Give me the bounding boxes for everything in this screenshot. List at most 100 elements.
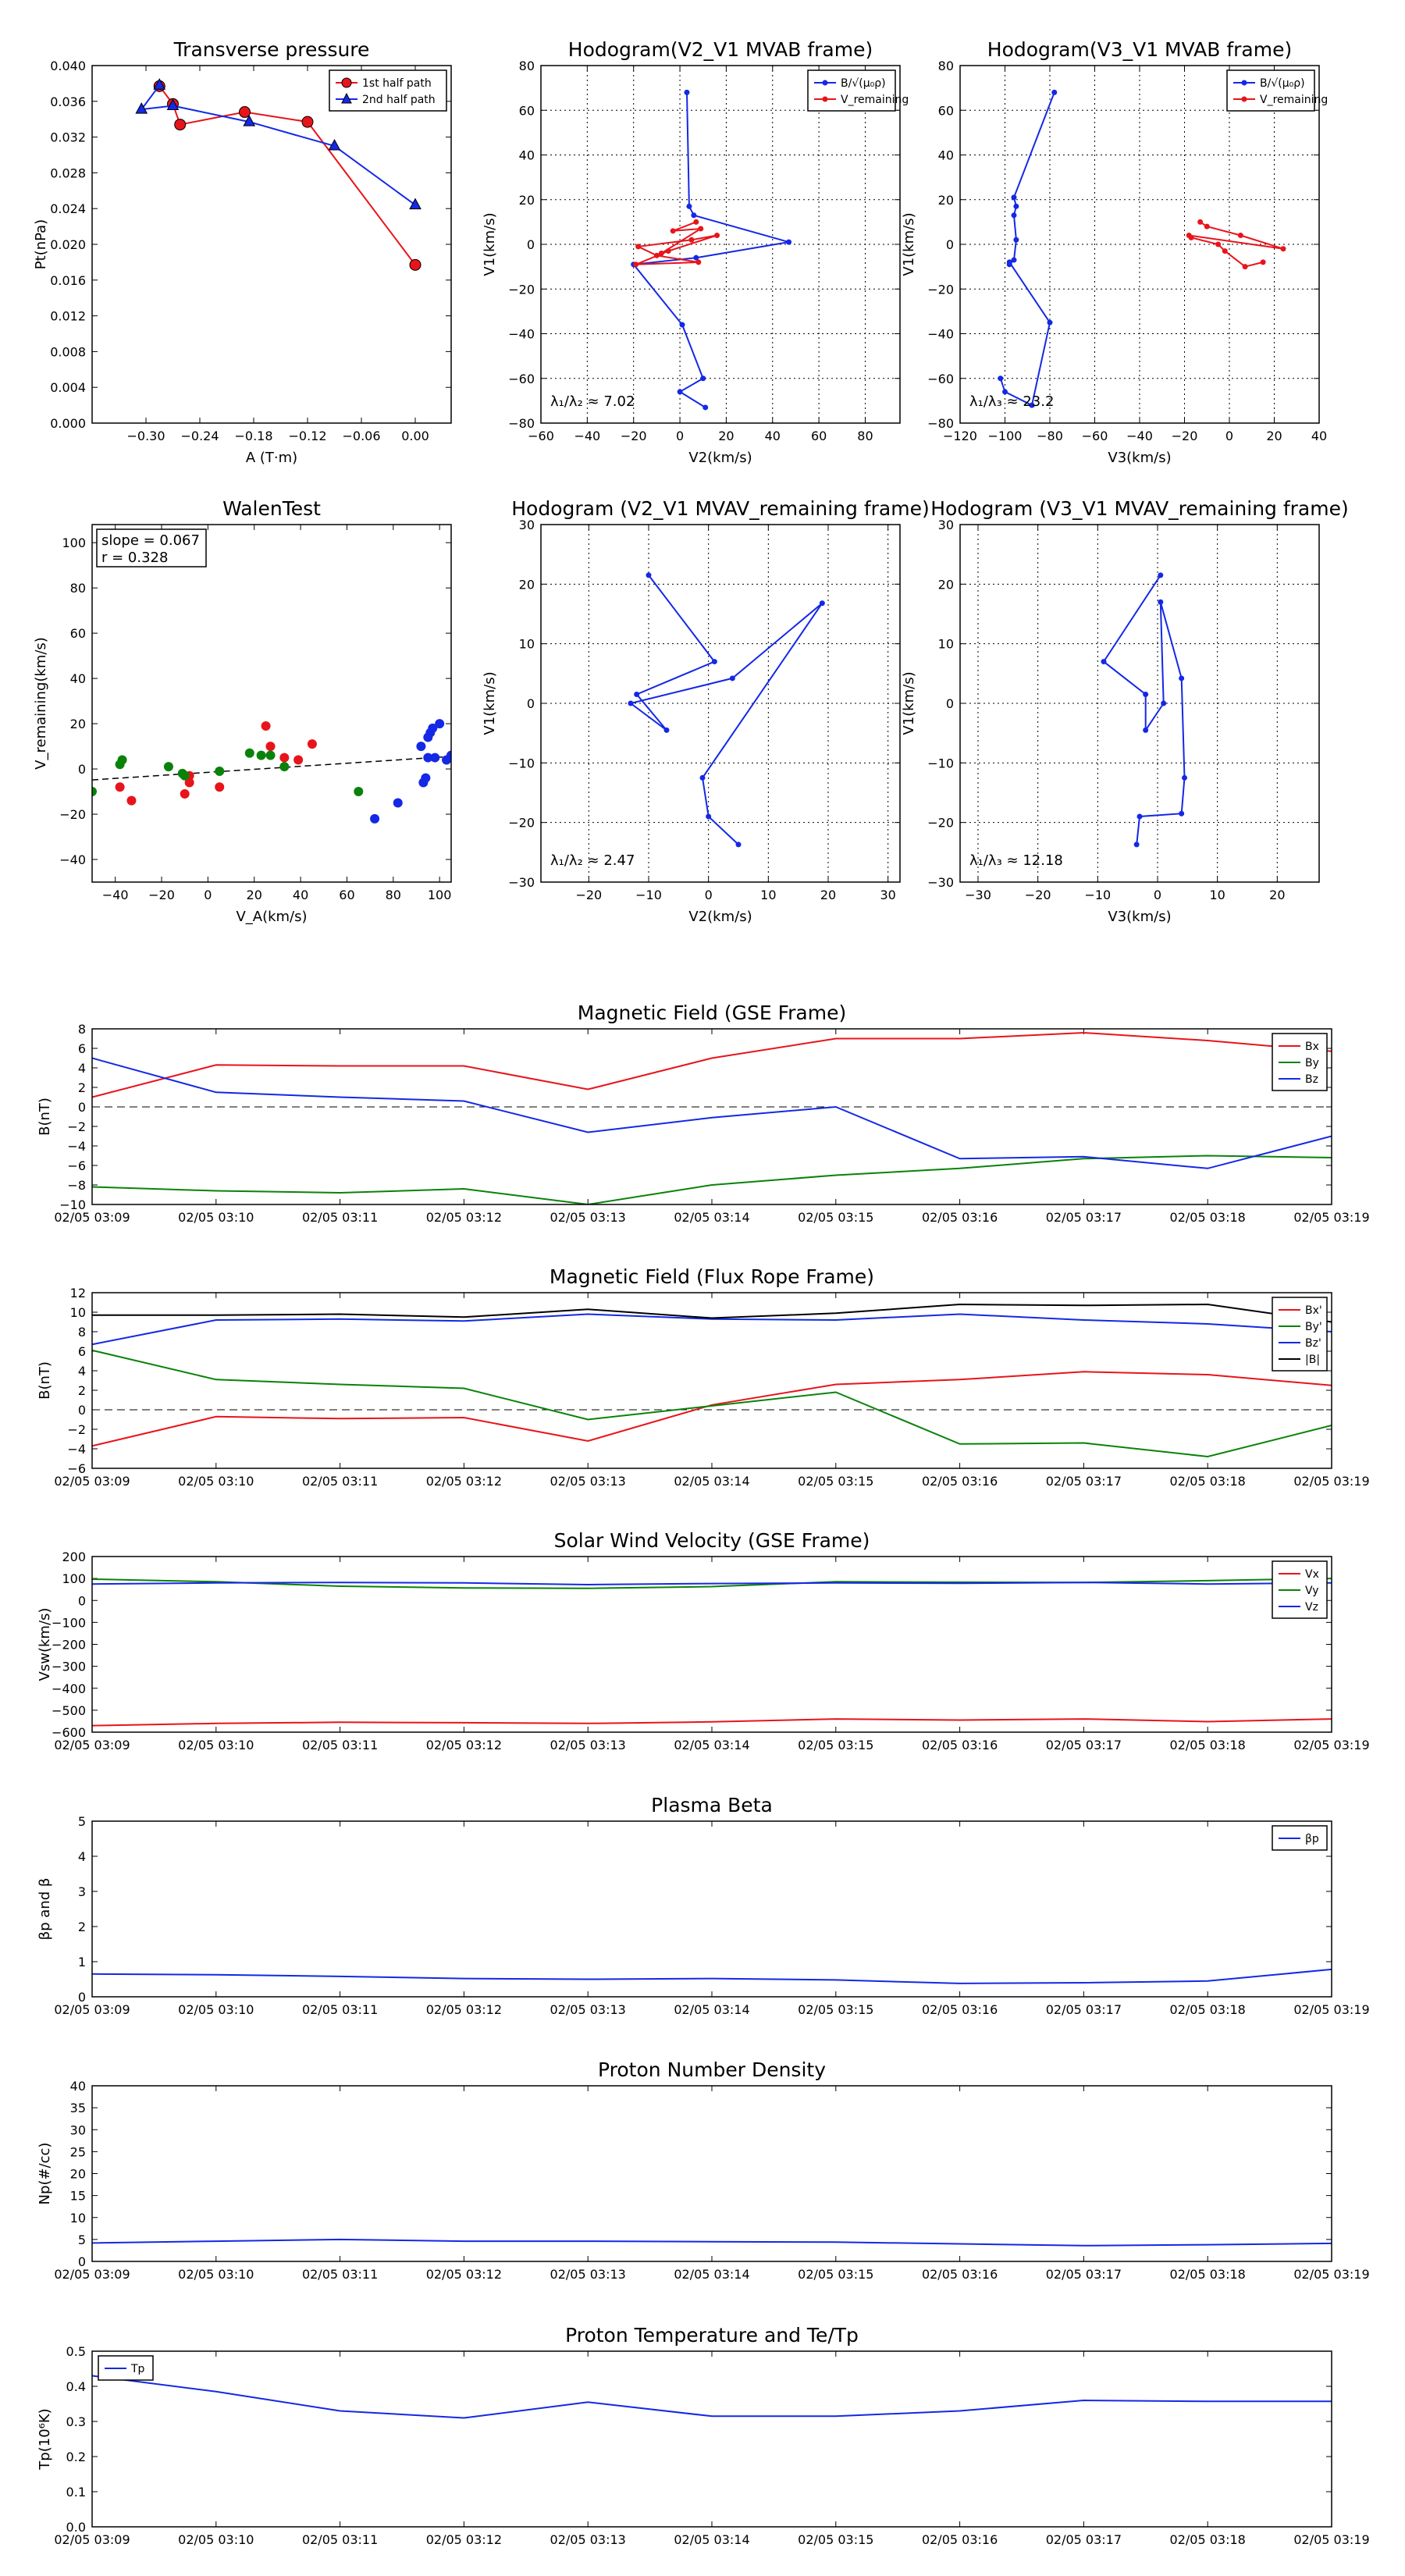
data-point [686, 203, 692, 209]
chart-tp: Transverse pressure −0.30 −0.24 −0.18 −0.12 −… [33, 38, 452, 466]
data-point [998, 375, 1004, 382]
x-tick-label: −0.24 [180, 429, 219, 443]
legend: Vx Vy Vz [1272, 1560, 1328, 1619]
data-point [115, 782, 125, 792]
x-tick-label: 40 [765, 429, 781, 443]
axes-frame [91, 524, 452, 883]
y-tick-label: −60 [508, 372, 535, 386]
y-tick-label: −20 [59, 807, 86, 822]
data-point [92, 787, 97, 797]
data-point [421, 773, 431, 783]
data-point [693, 219, 699, 225]
y-tick-label: 20 [938, 577, 954, 592]
y-tick-label: 60 [519, 103, 535, 118]
legend-label: B/√(μ₀ρ) [1260, 77, 1305, 90]
data-point [1051, 89, 1058, 95]
x-axis-label: V3(km/s) [1108, 909, 1171, 925]
plot-area [92, 1303, 1332, 1458]
y-axis-label: Tp(10⁶K) [37, 2408, 53, 2470]
y-tick-label: 0.5 [66, 2344, 86, 2359]
x-tick-label: 02/05 03:11 [302, 1210, 378, 1225]
x-tick-label: 20 [718, 429, 734, 443]
x-tick-label: 80 [386, 888, 401, 902]
slope-text: slope = 0.067 [101, 532, 200, 549]
data-point [215, 766, 225, 776]
series-line-B/√(μ₀ρ) [631, 92, 789, 408]
x-tick-label: 10 [1209, 888, 1225, 902]
data-point [430, 753, 440, 763]
series-line-Vz [92, 1582, 1332, 1586]
y-tick-label: 30 [70, 2122, 86, 2137]
fit-line [91, 756, 452, 781]
y-axis-label: B(nT) [37, 1361, 53, 1400]
plot-area [1101, 572, 1187, 848]
y-tick-label: −30 [927, 875, 954, 890]
legend-marker [822, 80, 828, 86]
x-tick-label: 02/05 03:10 [178, 1210, 254, 1225]
x-tick-label: 02/05 03:16 [922, 2532, 998, 2547]
y-tick-label: 0.040 [50, 59, 86, 73]
data-point [679, 322, 685, 328]
y-tick-label: 20 [938, 193, 954, 208]
x-tick-label: 02/05 03:10 [178, 1474, 254, 1489]
y-tick-label: −40 [59, 852, 86, 867]
data-point [1179, 675, 1185, 681]
x-tick-label: −20 [621, 429, 647, 443]
x-tick-label: 100 [428, 888, 452, 902]
axes-frame [540, 524, 901, 883]
data-point [1204, 223, 1210, 229]
series-line-Bz' [92, 1313, 1332, 1346]
legend-marker [1241, 96, 1247, 102]
x-tick-label: −20 [1025, 888, 1051, 902]
data-point [653, 252, 660, 258]
data-point [691, 212, 697, 219]
data-point [1002, 389, 1008, 395]
y-tick-label: 25 [70, 2144, 86, 2159]
x-tick-label: 0 [1225, 429, 1233, 443]
y-tick-label: 1 [78, 1955, 86, 1969]
data-point [677, 389, 683, 395]
data-point [1197, 219, 1204, 225]
axes-frame [91, 1028, 1332, 1205]
legend-label: V_remaining [841, 94, 909, 106]
data-point [1013, 237, 1019, 243]
x-tick-label: 02/05 03:16 [922, 2002, 998, 2017]
x-tick-label: 02/05 03:13 [550, 2267, 626, 2282]
y-tick-label: 2 [78, 1383, 86, 1398]
y-tick-label: −8 [67, 1178, 86, 1193]
y-axis-label: B(nT) [37, 1098, 53, 1136]
legend-label: 1st half path [362, 77, 432, 90]
ratio-annotation: λ₁/λ₃ ≈ 12.18 [969, 852, 1063, 869]
data-point [1011, 212, 1017, 219]
chart-ts2: Magnetic Field (Flux Rope Frame) 02/05 03… [37, 1265, 1370, 1489]
x-tick-label: −0.18 [234, 429, 272, 443]
x-tick-label: 02/05 03:09 [54, 2267, 130, 2282]
x-tick-label: 0 [676, 429, 684, 443]
x-tick-label: −100 [988, 429, 1023, 443]
x-tick-label: 02/05 03:15 [798, 1738, 873, 1752]
chart-title: Solar Wind Velocity (GSE Frame) [554, 1529, 870, 1552]
chart-ts5: Proton Number Density 02/05 03:09 02/05 03… [37, 2058, 1370, 2282]
x-tick-label: 02/05 03:09 [54, 1210, 130, 1225]
axes-frame [91, 65, 452, 424]
x-tick-label: 02/05 03:18 [1170, 2002, 1246, 2017]
y-tick-label: −10 [508, 756, 535, 770]
data-point [1013, 203, 1019, 209]
x-tick-label: 02/05 03:18 [1170, 1210, 1246, 1225]
x-tick-label: 0 [1154, 888, 1161, 902]
y-tick-label: −40 [927, 327, 954, 342]
x-tick-label: 02/05 03:13 [550, 1474, 626, 1489]
x-tick-label: 02/05 03:11 [302, 2267, 378, 2282]
plot-area [92, 1031, 1332, 1204]
x-tick-label: −40 [1126, 429, 1153, 443]
chart-h4: Hodogram (V3_V1 MVAV_remaining frame) −30… [901, 497, 1349, 925]
y-axis-label: βp and β [37, 1878, 53, 1941]
data-point [423, 753, 433, 763]
data-point [786, 239, 792, 245]
x-tick-label: −20 [1172, 429, 1198, 443]
data-point [215, 782, 225, 792]
x-tick-label: 02/05 03:12 [426, 2002, 502, 2017]
x-axis-label: A (T·m) [246, 450, 297, 466]
y-tick-label: −600 [52, 1725, 86, 1740]
y-tick-label: 0 [946, 237, 954, 252]
